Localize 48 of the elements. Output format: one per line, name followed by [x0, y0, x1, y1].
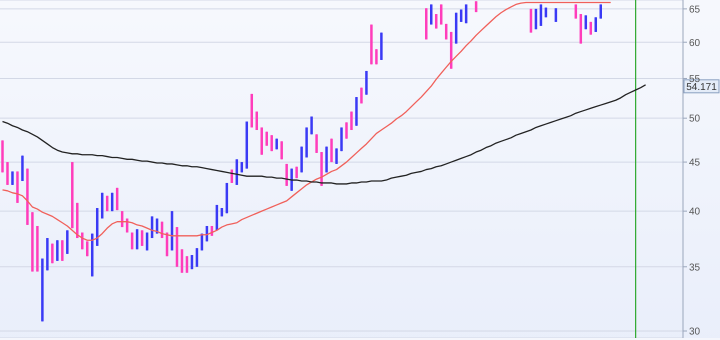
- candlestick: [130, 232, 134, 250]
- y-tick-label: 50: [689, 114, 701, 125]
- candlestick: [61, 240, 64, 262]
- candlestick: [434, 14, 438, 30]
- line-series: [2, 2, 612, 241]
- candlestick: [540, 4, 542, 26]
- line-series: [2, 84, 646, 185]
- candlestick: [335, 148, 338, 164]
- candlestick: [190, 254, 194, 270]
- candlestick: [360, 87, 363, 104]
- y-tick-label: 60: [689, 38, 701, 49]
- candlestick: [140, 230, 144, 246]
- candlestick: [330, 138, 333, 163]
- candlestick: [265, 131, 268, 146]
- candlestick: [6, 162, 9, 186]
- candlestick: [180, 248, 184, 274]
- candlestick: [81, 232, 84, 250]
- candlestick: [275, 138, 278, 150]
- candlestick: [270, 134, 273, 152]
- candlestick: [240, 162, 244, 173]
- candlestick: [310, 116, 313, 135]
- y-tick-label: 40: [689, 206, 701, 218]
- candlestick: [544, 7, 548, 18]
- candlestick: [554, 8, 558, 22]
- y-tick-label: 65: [689, 4, 701, 16]
- candlestick: [200, 233, 204, 251]
- candlestick: [146, 232, 148, 251]
- candlestick: [66, 230, 69, 254]
- candlestick: [280, 140, 283, 160]
- candlestick: [594, 16, 598, 32]
- y-tick-label: 30: [689, 326, 701, 338]
- annotation: 54.171: [686, 82, 718, 93]
- candlestick: [315, 134, 318, 154]
- candlestick: [196, 248, 198, 268]
- candlestick: [350, 111, 353, 131]
- y-tick-label: 35: [689, 262, 701, 274]
- candlestick: [460, 9, 462, 22]
- y-tick-label: 45: [689, 158, 701, 169]
- candlestick: [186, 256, 188, 274]
- candlestick: [375, 48, 378, 65]
- candlestick: [230, 169, 234, 184]
- candlestick: [290, 168, 293, 192]
- candlestick: [136, 228, 138, 250]
- candlestick: [156, 218, 158, 234]
- candlestick: [56, 240, 59, 262]
- candlestick: [444, 23, 448, 40]
- candlestick: [51, 243, 54, 264]
- candlestick: [11, 170, 14, 186]
